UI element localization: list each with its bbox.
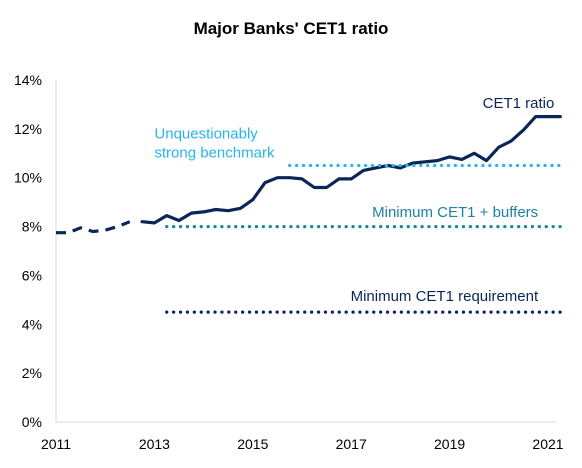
y-tick-label: 2% xyxy=(22,365,42,381)
annotation-line: CET1 ratio xyxy=(483,95,555,112)
y-tick-label: 0% xyxy=(22,414,42,430)
annotation-line: Unquestionably xyxy=(154,126,258,143)
y-tick-labels: 0% 2% 4% 6% 8% 10% 12% 14% xyxy=(14,72,42,430)
x-tick-label: 2017 xyxy=(336,436,367,452)
x-tick-label: 2019 xyxy=(434,436,465,452)
series-line-1 xyxy=(140,114,562,225)
chart-title: Major Banks' CET1 ratio xyxy=(194,19,389,38)
y-tick-label: 6% xyxy=(22,267,42,283)
annotation-label: Unquestionably strong benchmark xyxy=(154,126,275,162)
series-layer xyxy=(56,114,562,314)
annotation-label: Minimum CET1 + buffers xyxy=(372,204,538,221)
x-tick-label: 2011 xyxy=(41,436,71,452)
y-tick-label: 12% xyxy=(14,121,42,137)
annotation-line: Minimum CET1 + buffers xyxy=(372,204,538,221)
y-tick-label: 14% xyxy=(14,72,42,88)
annotation-label: Minimum CET1 requirement xyxy=(351,288,539,305)
x-tick-label: 2013 xyxy=(139,436,170,452)
annotation-line: strong benchmark xyxy=(154,145,275,162)
y-tick-label: 8% xyxy=(22,219,42,235)
annotation-label: CET1 ratio xyxy=(483,95,555,112)
x-tick-labels: 2011 2013 2015 2017 2019 2021 xyxy=(41,436,564,452)
annotation-layer: CET1 ratio Unquestionably strong benchmark… xyxy=(154,95,554,305)
y-tick-label: 10% xyxy=(14,170,42,186)
series-line-0 xyxy=(56,220,131,235)
x-tick-label: 2015 xyxy=(237,436,268,452)
x-tick-label: 2021 xyxy=(532,436,563,452)
annotation-line: Minimum CET1 requirement xyxy=(351,288,539,305)
y-tick-label: 4% xyxy=(22,316,42,332)
